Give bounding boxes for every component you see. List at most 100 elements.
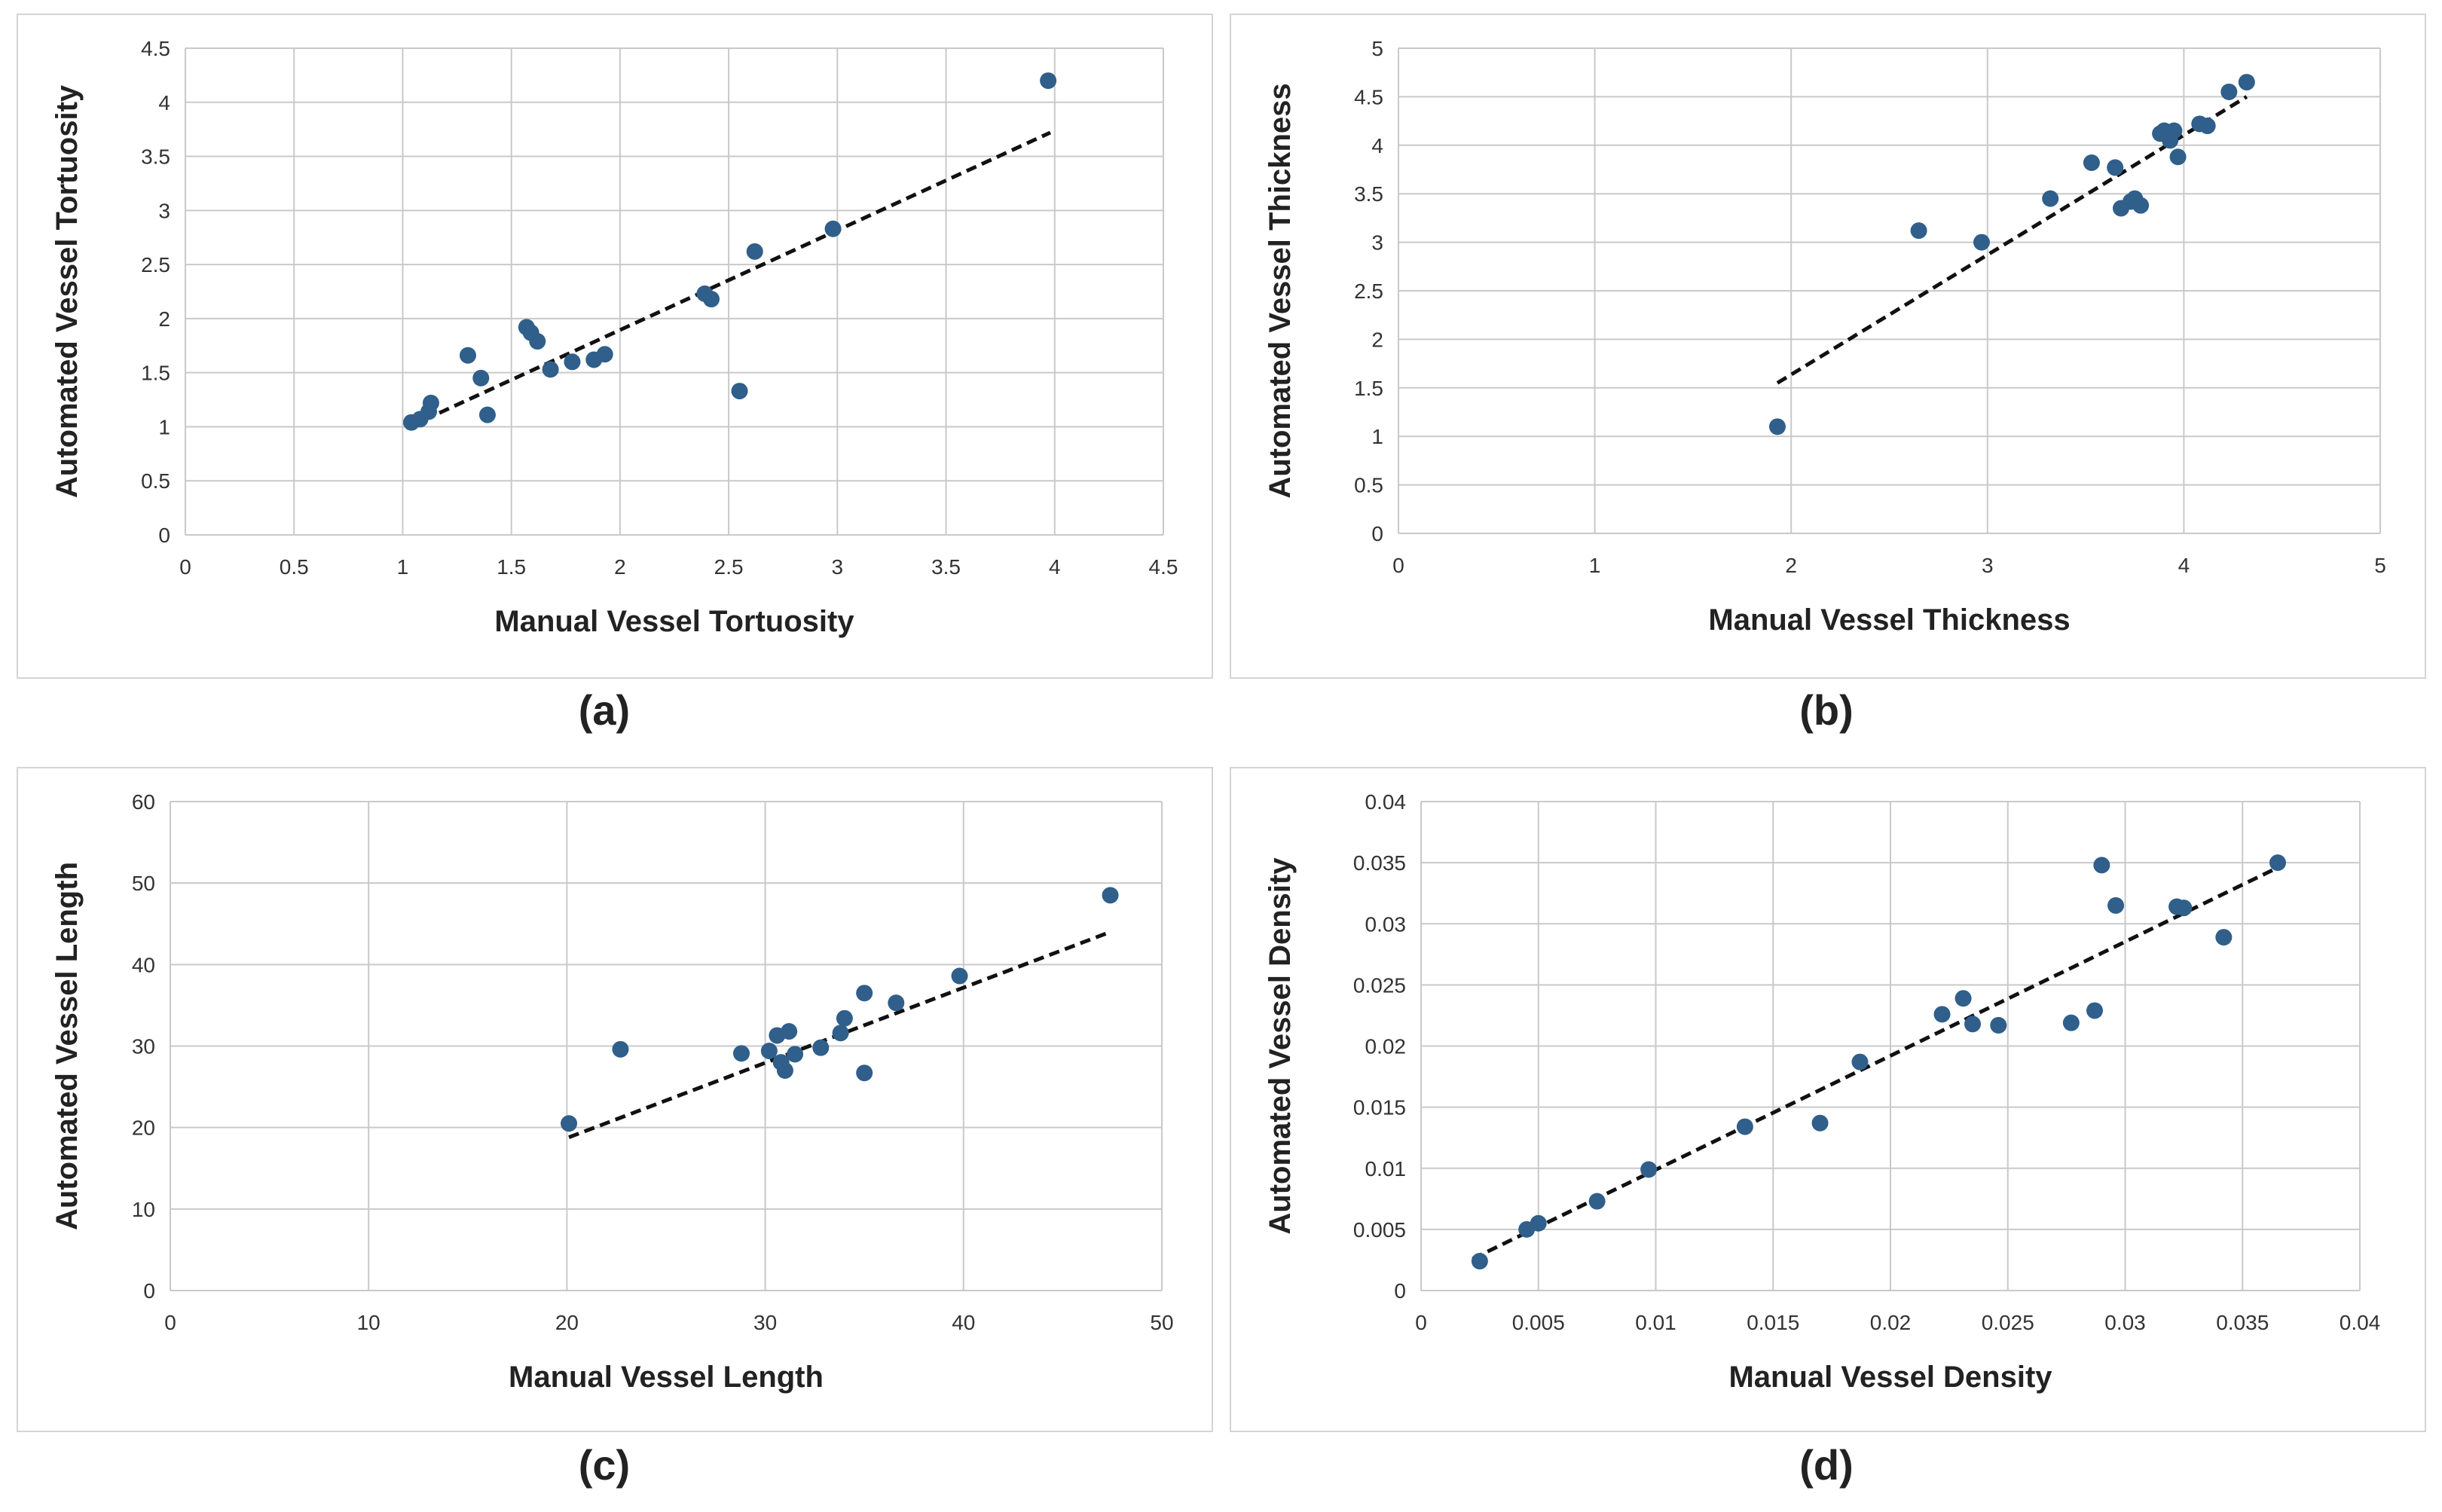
x-tick-label-a-4: 2 [614,555,626,579]
data-point-a-18 [824,220,842,237]
x-tick-label-b-0: 0 [1392,554,1404,577]
x-tick-label-a-1: 0.5 [280,555,309,579]
data-point-b-14 [2169,148,2187,166]
x-axis-label-d: Manual Vessel Density [1728,1361,2052,1394]
y-tick-label-a-1: 0.5 [141,469,170,493]
data-point-c-13 [856,1065,873,1082]
caption-c: (c) [578,1441,631,1489]
x-tick-label-c-5: 50 [1150,1311,1173,1334]
data-point-c-1 [612,1040,629,1058]
x-tick-label-d-2: 0.01 [1635,1311,1676,1334]
data-point-c-11 [836,1010,853,1027]
y-tick-label-c-1: 10 [132,1198,155,1221]
x-tick-label-a-9: 4.5 [1149,555,1178,579]
data-point-d-5 [1736,1118,1753,1135]
y-tick-label-c-4: 40 [132,953,155,976]
y-tick-label-c-6: 60 [132,790,155,814]
data-point-c-14 [888,994,905,1012]
chart-svg-c: 0 10 20 30 40 50 0 10 20 30 40 50 60 Manual Vessel Le… [50,790,1174,1394]
y-tick-label-d-1: 0.005 [1353,1218,1406,1242]
data-point-c-10 [832,1025,849,1042]
y-tick-label-a-9: 4.5 [141,37,170,60]
x-tick-label-c-0: 0 [164,1311,176,1334]
y-axis-label-c: Automated Vessel Length [50,862,84,1230]
y-tick-label-d-7: 0.035 [1353,851,1406,875]
caption-a: (a) [578,686,631,734]
y-tick-label-a-3: 1.5 [141,362,170,385]
chart-panel-d: 0 0.005 0.01 0.015 0.02 0.025 0.03 0.035 0.04 0 0.… [1230,767,2426,1432]
y-tick-label-b-1: 0.5 [1354,474,1383,497]
data-point-c-3 [760,1042,778,1059]
y-tick-label-d-0: 0 [1394,1279,1406,1303]
y-tick-label-b-4: 2 [1371,328,1383,351]
x-tick-label-a-8: 4 [1049,555,1061,579]
y-axis-label-d: Automated Vessel Density [1264,857,1297,1235]
data-point-a-9 [529,333,546,350]
y-tick-label-a-4: 2 [158,307,170,331]
chart-panel-a: 0 0.5 1 1.5 2 2.5 3 3.5 4 4.5 0 0.5 1 1.5 2 2.5 3 3.5 4 4.5… [17,14,1213,679]
data-point-d-3 [1588,1193,1606,1210]
x-tick-label-c-4: 40 [952,1311,975,1334]
y-tick-label-c-3: 30 [132,1035,155,1058]
data-point-a-19 [1040,72,1057,90]
data-point-d-15 [2107,897,2125,914]
x-tick-label-b-4: 4 [2178,554,2190,577]
y-tick-label-b-2: 1 [1371,425,1383,448]
x-axis-label-a: Manual Vessel Tortuosity [494,605,854,638]
x-tick-label-a-3: 1.5 [497,555,526,579]
y-tick-label-a-6: 3 [158,199,170,222]
data-point-d-12 [2062,1014,2080,1031]
data-point-c-7 [781,1023,798,1040]
x-tick-label-a-7: 3.5 [931,555,961,579]
chart-panel-b: 0 1 2 3 4 5 0 0.5 1 1.5 2 2.5 3 3.5 4 4.5 5 Manual Vessel… [1230,14,2426,679]
data-point-d-11 [1990,1016,2007,1034]
x-tick-label-d-1: 0.005 [1512,1311,1565,1334]
y-tick-label-a-0: 0 [158,524,170,547]
x-tick-label-d-5: 0.025 [1982,1311,2034,1334]
x-axis-label-b: Manual Vessel Thickness [1708,603,2070,637]
data-point-d-4 [1640,1161,1658,1178]
data-point-d-0 [1471,1253,1488,1270]
data-point-d-13 [2086,1002,2104,1019]
data-point-a-4 [459,347,476,364]
x-tick-label-d-7: 0.035 [2216,1311,2269,1334]
data-point-d-2 [1530,1214,1547,1232]
chart-svg-b: 0 1 2 3 4 5 0 0.5 1 1.5 2 2.5 3 3.5 4 4.5 5 Manual Vessel… [1264,37,2386,637]
data-point-c-15 [951,967,968,985]
data-point-b-13 [2165,122,2183,139]
data-point-b-16 [2199,118,2216,135]
data-point-a-15 [703,291,720,308]
data-point-b-9 [2132,197,2150,214]
data-point-a-16 [731,383,748,400]
x-tick-label-a-5: 2.5 [714,555,744,579]
y-tick-label-c-5: 50 [132,872,155,895]
data-point-d-7 [1851,1053,1869,1071]
y-tick-label-d-6: 0.03 [1365,912,1407,936]
y-axis-label-a: Automated Vessel Tortuosity [50,84,84,498]
chart-svg-d: 0 0.005 0.01 0.015 0.02 0.025 0.03 0.035 0.04 0 0.… [1264,790,2380,1394]
x-tick-label-d-3: 0.015 [1747,1311,1799,1334]
data-point-c-16 [1102,887,1119,904]
data-point-d-17 [2175,900,2193,917]
chart-panel-c: 0 10 20 30 40 50 0 10 20 30 40 50 60 Manual Vessel Le… [17,767,1213,1432]
y-tick-label-b-9: 4.5 [1354,85,1383,108]
data-point-d-14 [2093,857,2110,874]
x-tick-label-a-2: 1 [397,555,409,579]
data-point-d-6 [1811,1114,1829,1132]
data-point-b-2 [1973,234,1990,251]
chart-svg-a: 0 0.5 1 1.5 2 2.5 3 3.5 4 4.5 0 0.5 1 1.5 2 2.5 3 3.5 4 4.5… [50,37,1178,638]
data-point-a-10 [542,361,559,378]
y-tick-label-b-8: 4 [1371,134,1383,157]
trendline-a [408,130,1052,429]
data-point-d-10 [1964,1016,1982,1033]
x-tick-label-b-2: 2 [1785,554,1797,577]
data-point-a-5 [472,369,490,386]
data-point-b-5 [2107,159,2124,176]
data-point-b-3 [2042,190,2059,207]
x-tick-label-a-0: 0 [179,555,191,579]
x-axis-label-c: Manual Vessel Length [509,1361,824,1394]
x-tick-label-d-6: 0.03 [2104,1311,2146,1334]
y-tick-label-b-3: 1.5 [1354,377,1383,400]
data-point-c-0 [561,1115,578,1132]
y-tick-label-b-7: 3.5 [1354,182,1383,206]
